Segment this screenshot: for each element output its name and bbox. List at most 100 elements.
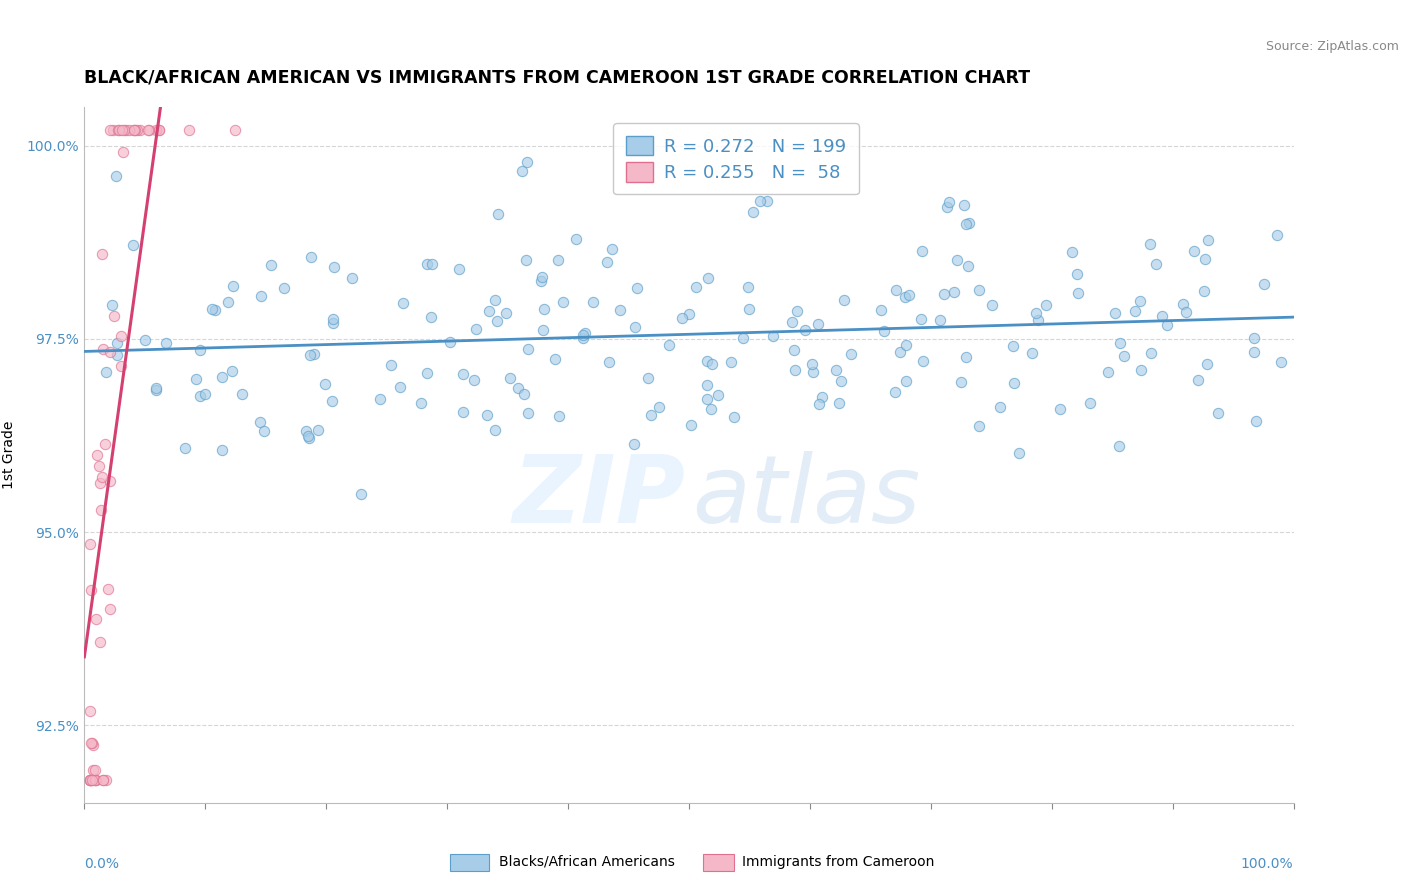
Point [124,123,146,137]
Point [884,385,907,400]
Point [1243,331,1265,345]
Point [785,363,807,377]
Point [720,355,742,369]
Point [111,123,134,137]
Point [477,304,499,318]
Point [1097,365,1119,379]
Point [811,390,834,404]
Point [1129,294,1152,309]
Point [392,296,415,310]
Point [516,406,538,420]
Point [1067,286,1090,301]
Point [82,763,104,777]
Point [551,294,574,309]
Point [91,342,114,356]
Point [547,252,569,267]
Point [609,303,631,318]
Point [105,348,128,362]
Point [322,311,344,326]
Point [731,331,754,345]
Point [1112,350,1135,364]
Point [1123,304,1146,318]
Point [801,357,824,371]
Point [295,424,318,438]
Point [96,365,118,379]
Point [1150,310,1173,324]
Point [498,370,520,384]
Point [380,359,402,373]
Point [451,405,474,419]
Point [204,303,226,318]
Point [115,123,138,137]
Point [484,423,506,437]
Point [957,216,980,230]
Point [598,354,620,368]
Point [298,431,321,445]
Point [190,389,212,403]
Point [110,329,132,343]
Point [678,307,700,321]
Point [1244,414,1267,428]
Point [1156,318,1178,332]
Point [793,323,815,337]
Point [105,335,128,350]
Point [350,486,373,500]
Point [145,383,167,397]
Point [1002,376,1025,391]
Point [82,736,104,750]
Point [79,772,101,787]
Point [679,418,702,433]
Point [696,353,718,368]
Text: Immigrants from Cameroon: Immigrants from Cameroon [742,855,935,869]
Point [416,257,439,271]
Point [886,283,908,297]
Point [273,281,295,295]
Point [249,415,271,429]
Point [91,772,114,787]
Point [145,123,167,137]
Point [1265,227,1288,242]
Point [90,470,112,484]
Text: Blacks/African Americans: Blacks/African Americans [499,855,675,869]
Point [737,279,759,293]
Point [129,123,152,137]
Point [697,271,720,285]
Point [122,238,145,252]
Point [79,772,101,787]
Point [87,458,110,473]
Point [955,351,977,365]
Point [1021,345,1043,359]
Point [910,311,932,326]
Point [600,242,623,256]
Text: 0.0%: 0.0% [84,857,120,871]
Point [572,328,595,343]
Point [134,333,156,347]
Point [830,374,852,388]
Point [148,123,170,137]
Point [112,145,135,160]
Point [89,634,111,648]
Point [515,253,537,268]
Point [685,280,707,294]
Point [155,336,177,351]
Point [1104,306,1126,320]
Point [1194,284,1216,298]
Point [671,311,693,326]
Point [741,205,763,219]
Point [574,326,596,340]
Point [110,359,132,373]
Point [783,343,806,357]
Point [179,123,201,137]
Point [97,582,120,597]
Point [451,367,474,381]
Point [967,283,990,297]
Point [439,334,461,349]
Point [1026,313,1049,327]
Point [83,763,105,777]
Point [388,380,411,394]
Point [138,123,160,137]
Point [1060,245,1083,260]
Point [86,449,108,463]
Point [1130,362,1153,376]
Point [82,772,104,787]
